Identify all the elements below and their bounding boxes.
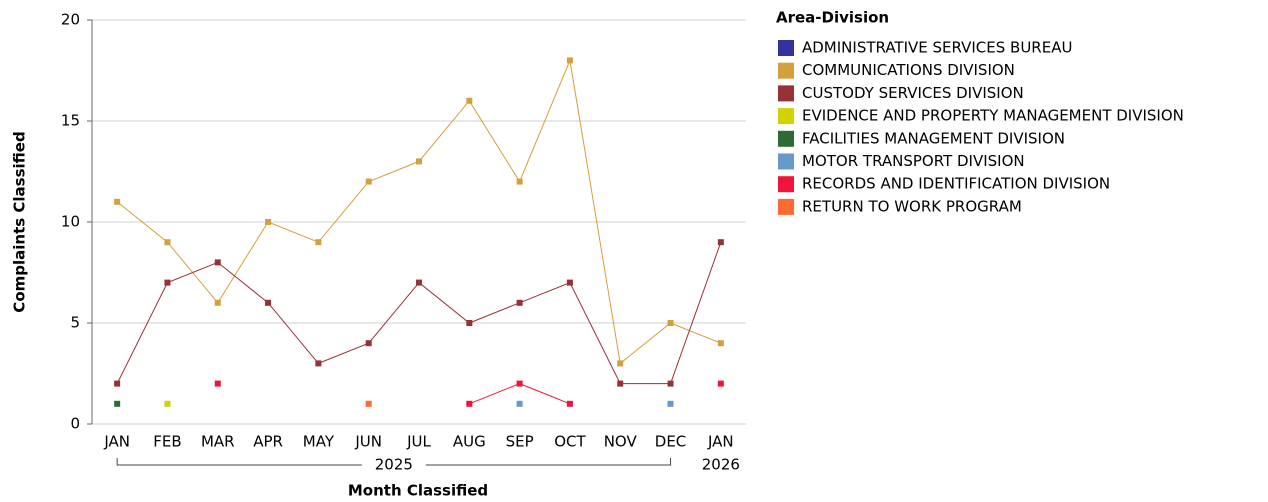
point xyxy=(214,299,221,306)
series-line xyxy=(469,384,721,404)
legend-label: FACILITIES MANAGEMENT DIVISION xyxy=(802,129,1065,147)
point xyxy=(164,239,171,246)
point xyxy=(516,400,523,407)
y-tick-label: 10 xyxy=(61,213,80,231)
point xyxy=(164,400,171,407)
x-axis-title: Month Classified xyxy=(348,482,488,500)
x-tick-label: AUG xyxy=(453,433,486,451)
x-tick-label: MAR xyxy=(201,433,235,451)
x-tick-label: JAN xyxy=(103,433,130,451)
x-tick-label: OCT xyxy=(554,433,586,451)
y-tick-label: 20 xyxy=(61,11,80,29)
legend-label: CUSTODY SERVICES DIVISION xyxy=(802,84,1024,102)
point xyxy=(667,320,674,326)
year-bracket xyxy=(116,458,672,466)
legend-title: Area-Division xyxy=(776,9,889,27)
point xyxy=(516,380,523,387)
legend-swatch xyxy=(778,153,794,170)
point xyxy=(416,158,422,165)
point xyxy=(466,97,473,104)
x-tick-label: FEB xyxy=(153,433,181,451)
point xyxy=(466,320,473,326)
point xyxy=(466,400,473,407)
legend-label: ADMINISTRATIVE SERVICES BUREAU xyxy=(802,39,1072,57)
x-tick-label: NOV xyxy=(604,433,638,451)
x-tick-label: JUL xyxy=(406,433,431,451)
x-tick-label: JUN xyxy=(354,433,382,451)
point xyxy=(416,279,422,286)
y-tick-label: 15 xyxy=(61,112,80,130)
point xyxy=(717,380,724,387)
legend-swatch xyxy=(778,176,794,193)
point xyxy=(214,259,221,266)
x-tick-label: JAN xyxy=(707,433,734,451)
point xyxy=(365,340,372,347)
point xyxy=(114,198,121,205)
legend-swatch xyxy=(778,198,794,215)
series-line xyxy=(116,242,722,385)
series-line xyxy=(116,58,722,365)
point xyxy=(365,178,372,185)
legend-swatch xyxy=(778,130,794,147)
point xyxy=(365,400,372,407)
legend-label: RETURN TO WORK PROGRAM xyxy=(802,197,1022,215)
x-tick-label: DEC xyxy=(655,433,687,451)
point xyxy=(114,380,121,387)
y-tick-label: 5 xyxy=(70,314,80,332)
legend-swatch xyxy=(778,40,794,56)
point xyxy=(114,400,121,407)
legend-label: MOTOR TRANSPORT DIVISION xyxy=(802,152,1025,170)
point xyxy=(265,219,272,225)
legend-label: COMMUNICATIONS DIVISION xyxy=(802,61,1015,79)
point xyxy=(717,239,724,246)
point xyxy=(566,400,573,407)
point xyxy=(667,380,674,387)
x-tick-label: SEP xyxy=(506,433,534,451)
point xyxy=(667,400,674,407)
year-label: 2026 xyxy=(702,456,740,474)
point xyxy=(617,380,624,387)
point xyxy=(265,299,272,306)
point xyxy=(315,239,322,246)
x-tick-label: APR xyxy=(253,433,283,451)
point xyxy=(516,299,523,306)
legend-label: RECORDS AND IDENTIFICATION DIVISION xyxy=(802,175,1110,193)
legend-swatch xyxy=(778,108,794,125)
legend-label: EVIDENCE AND PROPERTY MANAGEMENT DIVISIO… xyxy=(802,107,1184,125)
x-tick-label: MAY xyxy=(303,433,335,451)
point xyxy=(617,360,624,367)
point xyxy=(566,57,573,64)
legend-swatch xyxy=(778,85,794,102)
legend-swatch xyxy=(778,62,794,79)
point xyxy=(164,279,171,286)
point xyxy=(214,380,221,387)
y-axis-title: Complaints Classified xyxy=(11,131,29,312)
point xyxy=(516,178,523,185)
y-tick-label: 0 xyxy=(70,415,80,433)
point xyxy=(315,360,322,367)
year-label: 2025 xyxy=(375,456,413,474)
point xyxy=(717,340,724,347)
point xyxy=(566,279,573,286)
